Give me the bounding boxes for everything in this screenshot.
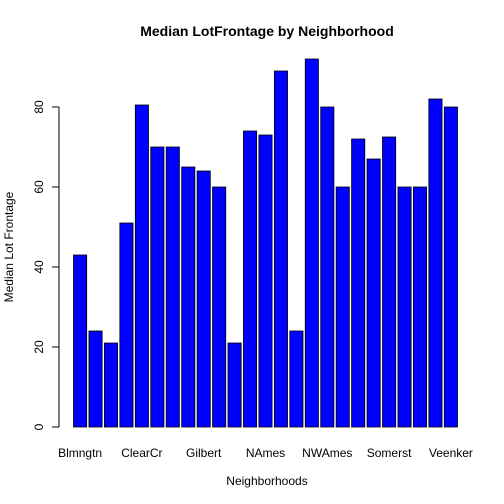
bar-5 [150,146,165,428]
bar-24 [443,106,458,428]
y-tick-label-40: 40 [32,260,46,274]
bar-22 [412,186,427,428]
bar-23 [428,98,443,428]
bar-14 [289,330,304,428]
bar-2 [104,342,119,428]
y-axis-label: Median Lot Frontage [2,191,16,302]
x-tick-label-somerst: Somerst [367,446,412,460]
bar-0 [73,254,88,428]
bar-15 [304,58,319,428]
x-tick-label-blmngtn: Blmngtn [58,446,102,460]
bar-6 [165,146,180,428]
bar-18 [351,138,366,428]
y-axis: 0 20 40 60 80 [32,100,60,430]
y-tick-label-0: 0 [32,423,46,430]
bar-21 [397,186,412,428]
x-tick-label-veenker: Veenker [429,446,473,460]
bar-16 [320,106,335,428]
bar-7 [181,166,196,428]
y-tick-label-20: 20 [32,340,46,354]
bars-group [73,58,458,428]
bar-9 [212,186,227,428]
x-axis-ticks: Blmngtn ClearCr Gilbert NAmes NWAmes Somerst V… [58,446,473,460]
bar-1 [88,330,103,428]
bar-10 [227,342,242,428]
bar-20 [382,136,397,428]
x-tick-label-gilbert: Gilbert [186,446,222,460]
x-tick-label-clearcr: ClearCr [121,446,162,460]
bar-3 [119,222,134,428]
bar-11 [243,130,258,428]
bar-17 [335,186,350,428]
chart-title: Median LotFrontage by Neighborhood [140,23,394,39]
y-tick-label-60: 60 [32,180,46,194]
x-tick-label-nwames: NWAmes [302,446,352,460]
bar-13 [273,70,288,428]
bar-4 [134,104,149,428]
bar-12 [258,134,273,428]
x-tick-label-names: NAmes [246,446,285,460]
bar-19 [366,158,381,428]
bar-8 [196,170,211,428]
y-tick-label-80: 80 [32,100,46,114]
x-axis-label: Neighborhoods [226,474,307,488]
